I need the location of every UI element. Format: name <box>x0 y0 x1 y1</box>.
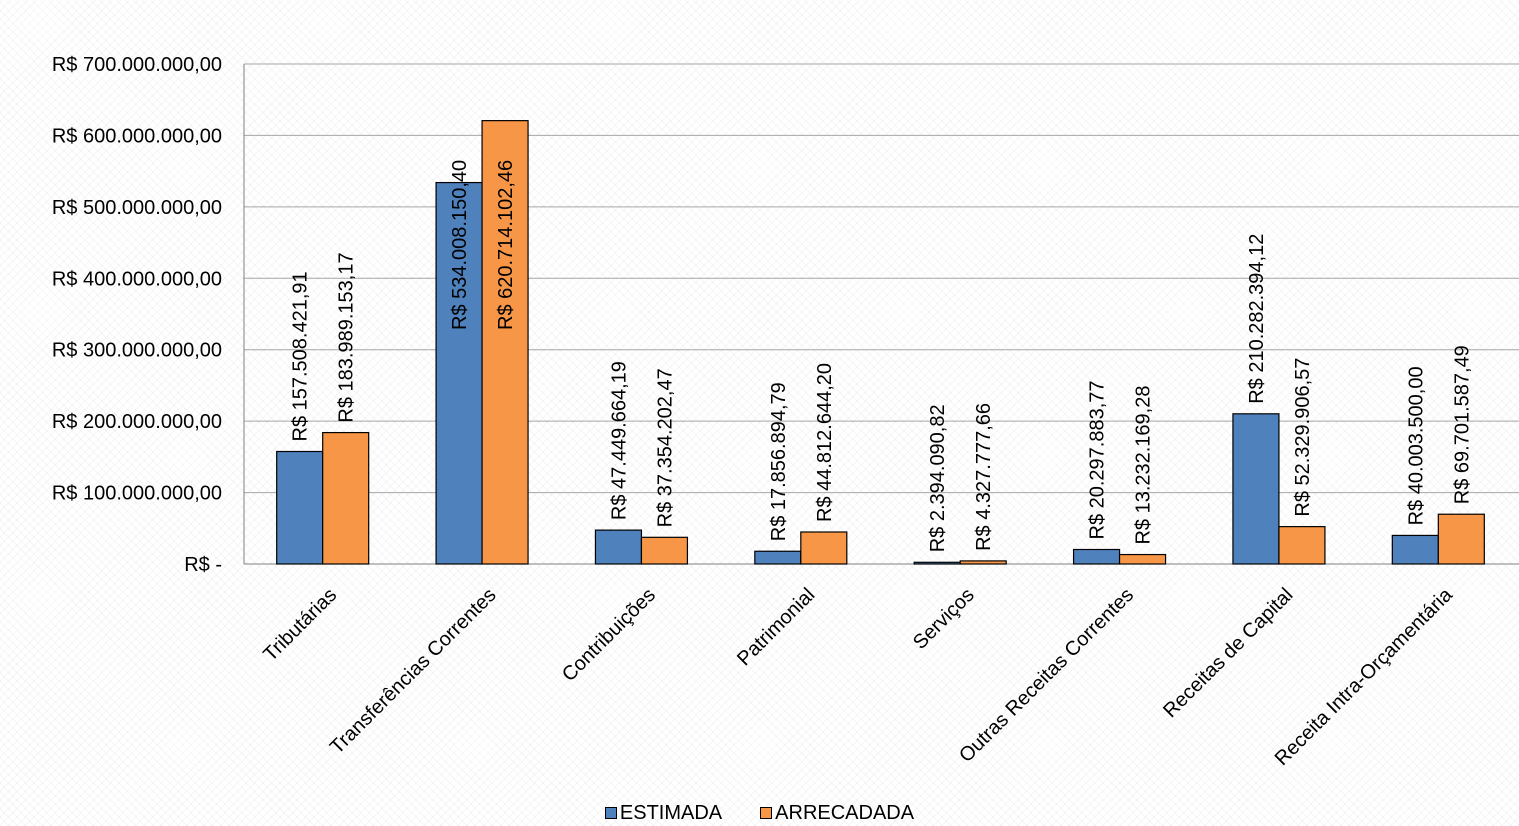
data-labels: R$ 157.508.421,91 R$ 183.989.153,17 R$ 534… <box>290 160 1474 552</box>
legend: ESTIMADA ARRECADADA <box>0 800 1519 826</box>
bar-estimada-0 <box>276 450 324 565</box>
bar-estimada-5 <box>1072 548 1121 565</box>
bar-estimada-7 <box>1391 534 1439 565</box>
bar-estimada-3 <box>754 550 802 565</box>
bar-estimada-1 <box>435 181 483 565</box>
data-label-estimada-1: R$ 534.008.150,40 <box>449 160 471 330</box>
bar-arrecadada-1 <box>481 120 529 565</box>
data-label-estimada-3: R$ 17.856.894,79 <box>768 382 790 541</box>
x-tick-label: Receitas de Capital <box>1159 584 1297 722</box>
legend-label-arrecadada: ARRECADADA <box>775 801 915 824</box>
legend-item-estimada: ESTIMADA <box>604 801 723 825</box>
x-tick-label: Tributárias <box>259 584 341 666</box>
data-label-arrecadada-4: R$ 4.327.777,66 <box>973 403 995 551</box>
y-tick-label: R$ 700.000.000,00 <box>52 54 222 76</box>
legend-item-arrecadada: ARRECADADA <box>760 802 914 825</box>
bar-arrecadada-3 <box>800 531 848 565</box>
data-label-arrecadada-5: R$ 13.232.169,28 <box>1133 386 1155 545</box>
y-tick-label: R$ 400.000.000,00 <box>52 268 222 290</box>
bar-arrecadada-4 <box>959 560 1007 565</box>
data-label-estimada-4: R$ 2.394.090,82 <box>927 404 949 552</box>
bars <box>276 120 1485 565</box>
data-label-arrecadada-6: R$ 52.329.906,57 <box>1292 358 1314 517</box>
x-tick-label: Outras Receitas Correntes <box>955 584 1138 767</box>
data-label-estimada-0: R$ 157.508.421,91 <box>290 271 312 441</box>
data-label-arrecadada-7: R$ 69.701.587,49 <box>1451 345 1473 504</box>
data-label-arrecadada-1: R$ 620.714.102,46 <box>495 160 517 330</box>
data-label-arrecadada-2: R$ 37.354.202,47 <box>654 368 676 527</box>
data-label-estimada-6: R$ 210.282.394,12 <box>1246 234 1268 404</box>
bar-estimada-2 <box>594 529 643 565</box>
data-label-arrecadada-3: R$ 44.812.644,20 <box>814 363 836 522</box>
data-label-estimada-7: R$ 40.003.500,00 <box>1405 366 1427 525</box>
bar-estimada-6 <box>1232 413 1280 565</box>
y-tick-label: R$ 300.000.000,00 <box>52 340 222 362</box>
y-tick-label: R$ 500.000.000,00 <box>52 197 222 219</box>
legend-swatch-estimada <box>604 807 617 819</box>
y-tick-label: R$ - <box>184 554 222 576</box>
bar-arrecadada-7 <box>1437 513 1485 565</box>
legend-label-estimada: ESTIMADA <box>619 801 723 824</box>
x-tick-label: Serviços <box>909 584 979 654</box>
y-tick-label: R$ 100.000.000,00 <box>52 483 222 505</box>
x-tick-label: Transferências Correntes <box>326 584 501 759</box>
x-tick-label: Patrimonial <box>733 584 819 670</box>
x-tick-label: Receita Intra-Orçamentária <box>1271 583 1458 770</box>
y-tick-label: R$ 200.000.000,00 <box>52 411 222 433</box>
bar-arrecadada-0 <box>322 431 370 565</box>
gridlines <box>243 63 1519 565</box>
legend-swatch-arrecadada <box>760 807 773 819</box>
data-label-arrecadada-0: R$ 183.989.153,17 <box>336 252 358 422</box>
x-tick-label: Contribuições <box>558 584 660 686</box>
y-tick-label: R$ 600.000.000,00 <box>52 125 222 147</box>
bar-arrecadada-5 <box>1118 553 1167 565</box>
bar-arrecadada-2 <box>640 536 689 565</box>
bar-arrecadada-6 <box>1278 526 1326 565</box>
y-axis-tick-labels: R$ - R$ 100.000.000,00 R$ 200.000.000,00 R$… <box>52 54 222 576</box>
bar-estimada-4 <box>913 561 961 565</box>
data-label-estimada-2: R$ 47.449.664,19 <box>608 361 630 520</box>
data-label-estimada-5: R$ 20.297.883,77 <box>1087 380 1109 539</box>
